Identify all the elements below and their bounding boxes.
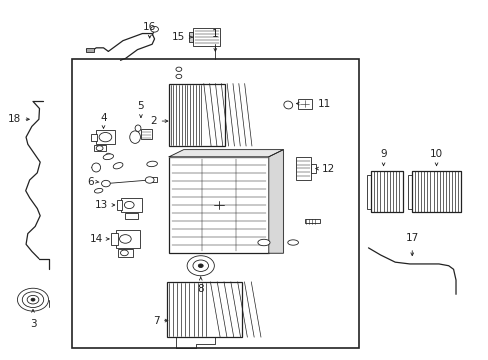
- Bar: [111, 233, 117, 245]
- Ellipse shape: [146, 161, 157, 167]
- Polygon shape: [268, 150, 283, 253]
- Circle shape: [18, 288, 48, 311]
- Text: 10: 10: [429, 149, 442, 158]
- Bar: [72, 59, 358, 348]
- Bar: [366, 175, 370, 208]
- Bar: [118, 249, 132, 257]
- Text: 1: 1: [212, 29, 218, 39]
- Circle shape: [176, 74, 182, 78]
- Circle shape: [99, 132, 112, 142]
- Text: 15: 15: [172, 32, 185, 42]
- Bar: [120, 198, 142, 212]
- Text: 9: 9: [380, 149, 386, 158]
- Bar: [116, 200, 122, 210]
- Bar: [96, 130, 115, 144]
- Circle shape: [106, 153, 111, 157]
- Bar: [169, 84, 224, 146]
- Ellipse shape: [135, 125, 141, 131]
- Bar: [193, 28, 220, 46]
- Text: 11: 11: [317, 99, 330, 109]
- Ellipse shape: [287, 240, 298, 245]
- Bar: [370, 171, 402, 212]
- Text: 17: 17: [405, 233, 418, 243]
- Text: 6: 6: [87, 177, 94, 187]
- Ellipse shape: [129, 131, 140, 143]
- Ellipse shape: [103, 154, 113, 159]
- Bar: [407, 175, 411, 208]
- Circle shape: [150, 26, 158, 32]
- Text: 16: 16: [143, 22, 156, 32]
- Bar: [125, 213, 137, 219]
- Text: 8: 8: [197, 284, 203, 294]
- Text: 7: 7: [152, 316, 159, 325]
- Bar: [141, 129, 151, 139]
- Bar: [169, 157, 268, 253]
- Bar: [188, 32, 193, 42]
- Text: 14: 14: [90, 234, 103, 244]
- Ellipse shape: [257, 239, 269, 246]
- Bar: [305, 219, 319, 223]
- Ellipse shape: [113, 163, 122, 169]
- Circle shape: [22, 292, 43, 307]
- Polygon shape: [169, 150, 283, 157]
- Circle shape: [120, 250, 128, 256]
- Text: 4: 4: [100, 113, 106, 123]
- Circle shape: [187, 256, 214, 276]
- Bar: [91, 134, 97, 141]
- Circle shape: [102, 180, 110, 187]
- Bar: [94, 145, 106, 152]
- Text: 13: 13: [95, 200, 108, 210]
- Ellipse shape: [92, 163, 101, 172]
- Circle shape: [193, 260, 208, 271]
- Text: 12: 12: [322, 163, 335, 174]
- Circle shape: [96, 146, 103, 151]
- Bar: [411, 171, 460, 212]
- Circle shape: [145, 177, 154, 183]
- Bar: [149, 177, 157, 182]
- Ellipse shape: [283, 101, 292, 109]
- Text: 2: 2: [150, 116, 157, 126]
- Text: 18: 18: [8, 114, 21, 124]
- Circle shape: [119, 235, 131, 243]
- Ellipse shape: [94, 188, 102, 193]
- Circle shape: [31, 298, 35, 301]
- Bar: [166, 282, 242, 337]
- Text: 5: 5: [137, 102, 144, 111]
- Circle shape: [176, 67, 182, 71]
- Bar: [297, 99, 311, 109]
- Circle shape: [198, 264, 203, 267]
- Bar: [310, 164, 315, 173]
- Text: 3: 3: [30, 319, 36, 329]
- Circle shape: [124, 202, 134, 208]
- Bar: [116, 230, 140, 248]
- Bar: [86, 48, 94, 52]
- Bar: [295, 157, 310, 180]
- Circle shape: [27, 296, 39, 304]
